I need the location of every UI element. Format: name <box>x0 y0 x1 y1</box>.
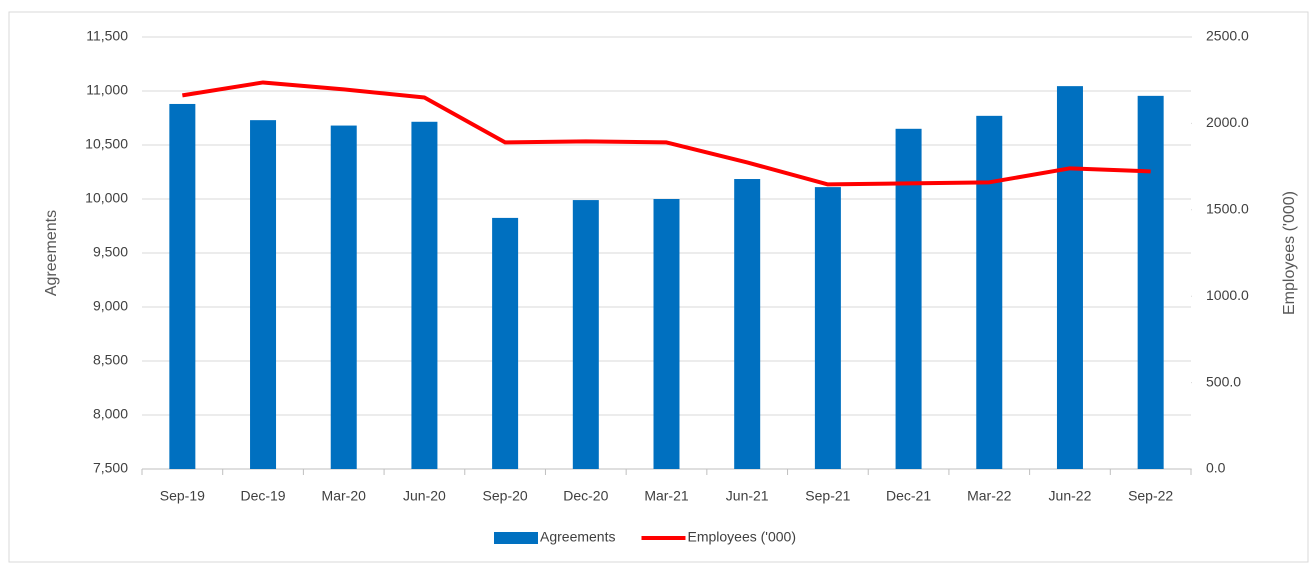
x-tick-label: Sep-22 <box>1128 488 1173 504</box>
bar <box>411 121 438 469</box>
x-tick-label: Sep-20 <box>483 488 528 504</box>
x-tick-label: Jun-20 <box>403 488 446 504</box>
bar <box>330 125 357 469</box>
x-tick-label: Mar-20 <box>322 488 367 504</box>
x-tick-label: Sep-21 <box>805 488 850 504</box>
chart-border <box>8 11 1309 563</box>
bar <box>976 115 1003 469</box>
bar <box>814 187 841 469</box>
y-tick-label: 8,500 <box>93 352 128 368</box>
bar <box>169 103 196 470</box>
y-tick-label: 11,000 <box>86 82 128 98</box>
legend-label: Employees ('000) <box>687 529 796 545</box>
y2-tick-label: 500.0 <box>1206 373 1241 389</box>
y-tick-label: 9,000 <box>93 298 128 314</box>
x-tick-label: Mar-21 <box>644 488 689 504</box>
x-tick-label: Dec-19 <box>240 488 285 504</box>
bar <box>250 120 277 469</box>
x-tick-label: Mar-22 <box>967 488 1012 504</box>
bar <box>734 179 761 469</box>
x-tick-label: Dec-20 <box>563 488 608 504</box>
y2-tick-label: 2000.0 <box>1206 114 1249 130</box>
bar <box>895 128 922 470</box>
legend-swatch <box>494 532 538 544</box>
y-tick-label: 9,500 <box>93 244 128 260</box>
x-tick-label: Jun-22 <box>1049 488 1092 504</box>
y-tick-label: 10,000 <box>85 190 128 206</box>
y2-tick-label: 2500.0 <box>1206 28 1249 44</box>
bar <box>572 200 599 469</box>
y-axis-title: Agreements <box>43 210 60 296</box>
line <box>182 80 1151 187</box>
x-tick-label: Jun-21 <box>726 488 769 504</box>
y2-axis-title: Employees ('000) <box>1281 191 1298 315</box>
y2-tick-label: 0.0 <box>1206 460 1226 476</box>
y-tick-label: 8,000 <box>93 406 128 422</box>
y-tick-label: 7,500 <box>93 460 128 476</box>
y2-tick-label: 1000.0 <box>1206 287 1249 303</box>
x-tick-label: Dec-21 <box>886 488 931 504</box>
y2-tick-label: 1500.0 <box>1206 201 1249 217</box>
bar <box>1056 86 1083 469</box>
bar <box>653 199 680 469</box>
y-tick-label: 11,500 <box>86 28 128 44</box>
legend-label: Agreements <box>540 529 615 545</box>
x-tick-label: Sep-19 <box>160 488 205 504</box>
bar <box>1137 95 1164 470</box>
bar <box>492 217 519 469</box>
y-tick-label: 10,500 <box>85 136 128 152</box>
